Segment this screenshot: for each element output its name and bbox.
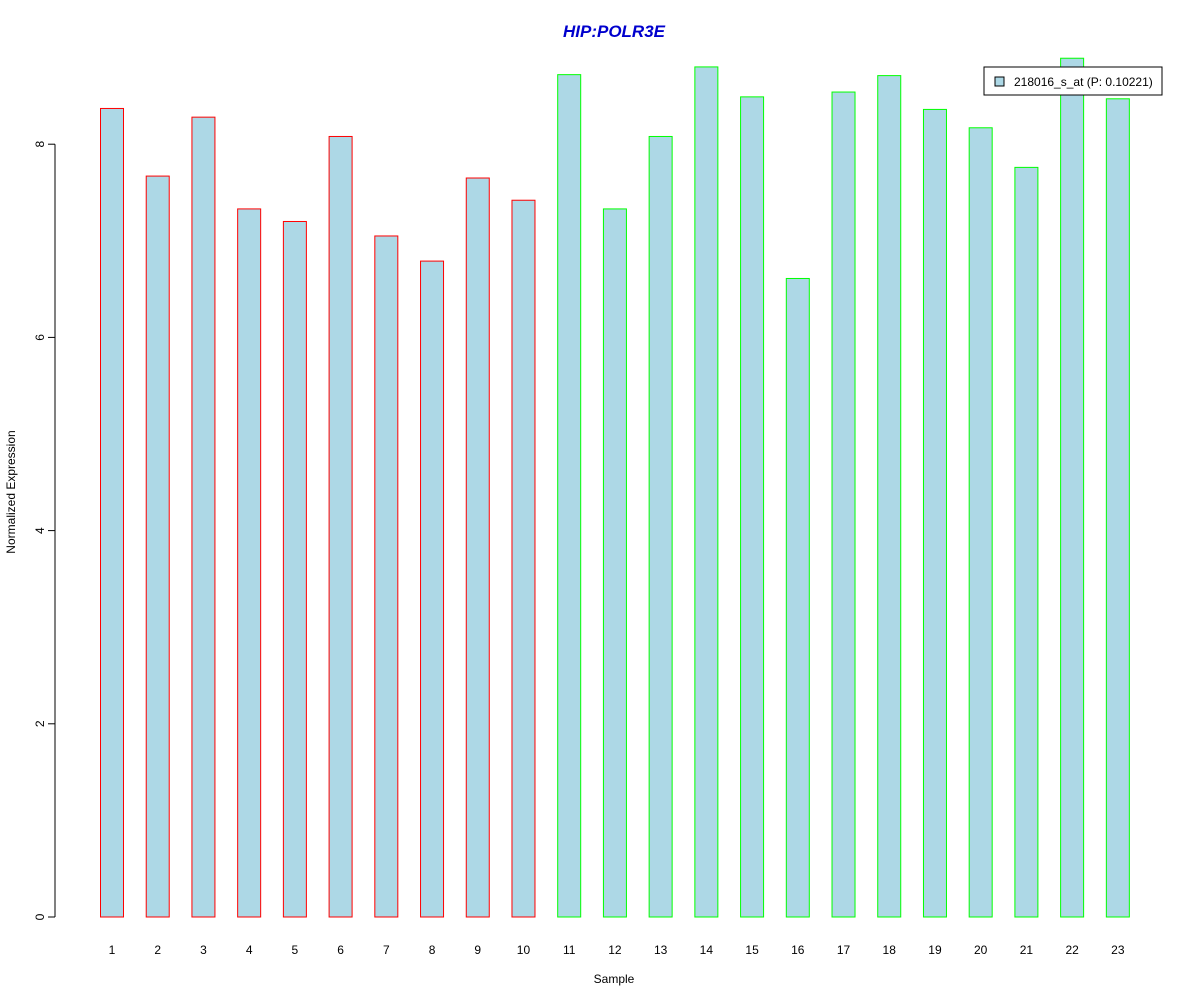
x-tick-label: 20 [974,943,988,957]
bar-sample-8 [420,260,445,918]
x-tick-label: 15 [745,943,759,957]
legend-label: 218016_s_at (P: 0.10221) [1014,75,1153,89]
legend-swatch [994,76,1005,87]
bar-sample-21 [1014,166,1039,918]
bar-sample-23 [1105,98,1130,918]
bar-sample-17 [831,91,856,918]
bar-sample-22 [1060,57,1085,918]
bar-sample-3 [191,116,216,918]
y-axis-label: Normalized Expression [4,430,18,553]
bar-sample-10 [511,199,536,918]
y-tick-label: 8 [33,141,47,148]
legend-box [983,66,1163,96]
bar-sample-12 [602,208,627,918]
bar-sample-19 [922,108,947,918]
bar-sample-13 [648,135,673,918]
y-tick-label: 6 [33,334,47,341]
bar-sample-9 [465,177,490,918]
y-axis: 0 2 4 6 8 [33,141,56,920]
x-tick-label: 23 [1111,943,1125,957]
y-tick-label: 4 [33,527,47,534]
bar-sample-7 [374,235,399,918]
x-tick-label: 2 [154,943,161,957]
x-tick-label: 5 [292,943,299,957]
bar-sample-11 [557,74,582,918]
x-tick-label: 6 [337,943,344,957]
x-tick-label: 16 [791,943,805,957]
bar-sample-6 [328,135,353,918]
x-tick-label: 19 [928,943,942,957]
x-tick-label: 3 [200,943,207,957]
chart-title: HIP:POLR3E [563,22,666,41]
x-tick-label: 17 [837,943,851,957]
x-tick-label: 18 [883,943,897,957]
legend: 218016_s_at (P: 0.10221) [983,66,1163,96]
bar-sample-2 [145,175,170,918]
x-tick-label: 1 [109,943,116,957]
x-tick-label: 12 [608,943,622,957]
x-tick-label: 4 [246,943,253,957]
x-tick-labels: 1 2 3 4 5 6 7 8 9 10 11 12 13 14 15 16 17 18 19 20 21 22 23 [109,943,1125,957]
x-axis-label: Sample [594,972,635,986]
bar-sample-14 [694,66,719,918]
bar-sample-1 [100,107,124,918]
y-tick-label: 0 [33,913,47,920]
x-tick-label: 22 [1065,943,1079,957]
bar-sample-16 [785,277,810,918]
x-tick-label: 9 [474,943,481,957]
y-tick-label: 2 [33,720,47,727]
x-tick-label: 8 [429,943,436,957]
x-tick-label: 11 [563,943,576,957]
x-tick-label: 14 [700,943,714,957]
bar-sample-5 [282,220,307,918]
bar-sample-4 [237,208,262,918]
x-tick-label: 21 [1020,943,1034,957]
bar-sample-20 [968,127,993,918]
bar-sample-15 [740,96,765,918]
x-tick-label: 13 [654,943,668,957]
bars-group [100,57,1130,918]
bar-sample-18 [877,75,902,918]
x-tick-label: 7 [383,943,390,957]
x-tick-label: 10 [517,943,531,957]
